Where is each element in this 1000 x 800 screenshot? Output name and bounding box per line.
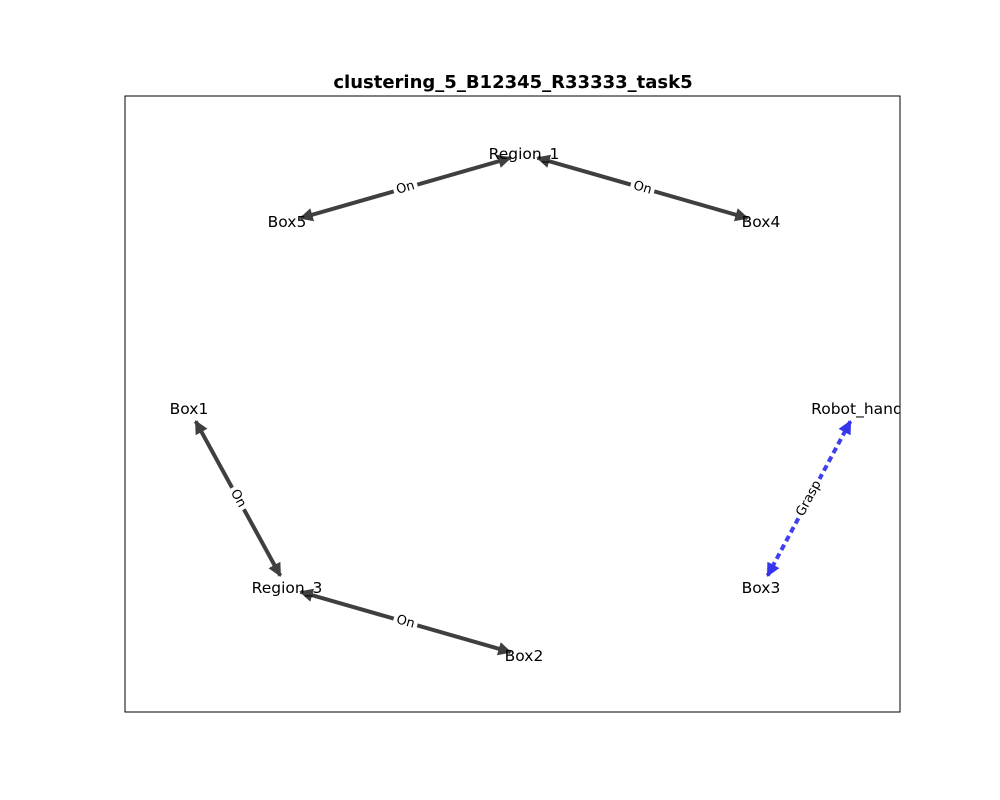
plot-frame (124, 95, 901, 713)
node-box3: Box3 (742, 579, 781, 597)
edge-label-text: Grasp (793, 478, 824, 519)
edge-label: On (391, 610, 420, 634)
edge-label-background (791, 474, 827, 523)
edge-label-background (391, 176, 420, 200)
edge-label-text: On (395, 612, 417, 632)
edge-label-background (628, 176, 657, 200)
node-box1: Box1 (170, 400, 209, 418)
edges-layer: On On On On Grasp (193, 154, 853, 656)
edge-region_1-box5: On (299, 154, 512, 222)
edge-label-text: On (632, 178, 654, 198)
edge-robot_hand-box3: Grasp (765, 420, 853, 577)
edge-label: On (224, 483, 252, 514)
figure-title: clustering_5_B12345_R33333_task5 (333, 72, 692, 93)
edge-line (765, 420, 853, 577)
node-region-1: Region_1 (489, 145, 560, 164)
edge-region_3-box1: On (193, 420, 283, 577)
node-box2: Box2 (505, 647, 544, 665)
node-region-3: Region_3 (252, 579, 323, 598)
edge-label-background (391, 610, 420, 634)
node-box4: Box4 (742, 213, 781, 231)
edge-region_3-box2: On (299, 588, 512, 656)
edge-label-text: On (395, 178, 417, 198)
edge-label: On (628, 176, 657, 200)
edge-label: On (391, 176, 420, 200)
nodes-layer: Region_1 Box5 Box4 Box1 Robot_hand Region_3 Bo… (170, 145, 903, 665)
edge-region_1-box4: On (536, 154, 749, 222)
edge-label-background (224, 483, 252, 514)
edge-label: Grasp (791, 474, 827, 523)
node-box5: Box5 (268, 213, 307, 231)
node-robot-hand: Robot_hand (811, 400, 903, 419)
